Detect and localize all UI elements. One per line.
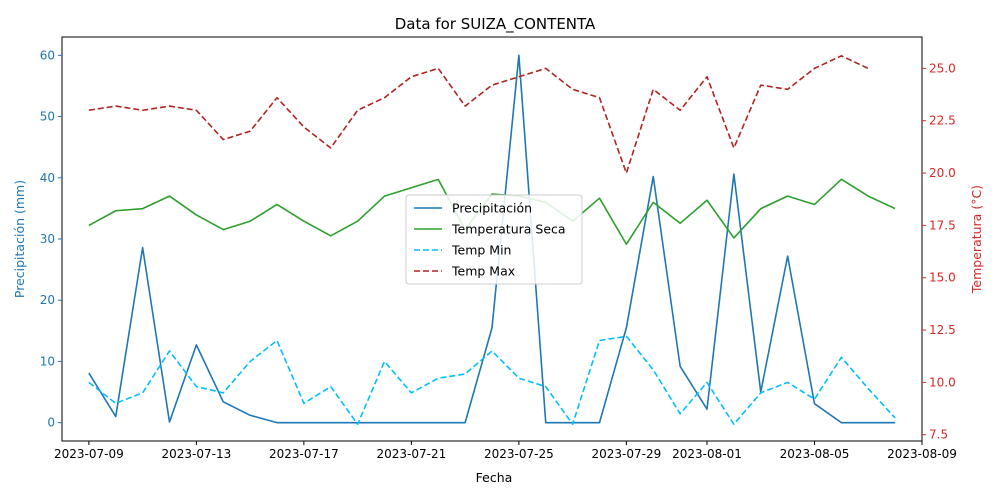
y-right-tick-label: 10.0 xyxy=(929,375,956,389)
y-axis-left-label: Precipitación (mm) xyxy=(12,180,27,298)
series-line-temp-max xyxy=(88,55,869,174)
chart-title: Data for SUIZA_CONTENTA xyxy=(395,15,596,34)
x-tick-label: 2023-07-29 xyxy=(592,447,662,461)
series-line-temp-min xyxy=(88,335,896,426)
y-axis-left: 0 10 20 30 40 50 60 xyxy=(40,48,62,430)
y-right-tick-label: 22.5 xyxy=(929,114,956,128)
y-right-tick-label: 25.0 xyxy=(929,61,956,75)
x-tick-label: 2023-07-17 xyxy=(269,447,339,461)
y-left-tick-label: 60 xyxy=(40,48,55,62)
x-axis-label: Fecha xyxy=(476,470,513,485)
x-axis: 2023-07-09 2023-07-13 2023-07-17 2023-07-21… xyxy=(54,441,957,461)
y-right-tick-label: 20.0 xyxy=(929,166,956,180)
y-left-tick-label: 20 xyxy=(40,293,55,307)
series-line-temperatura-seca xyxy=(88,178,896,246)
y-axis-right-label: Temperatura (°C) xyxy=(969,185,984,294)
y-right-tick-label: 7.5 xyxy=(929,428,948,442)
y-axis-right: 7.5 10.0 12.5 15.0 17.5 20.0 22.5 25.0 xyxy=(922,61,956,442)
x-tick-label: 2023-08-01 xyxy=(672,447,742,461)
y-right-tick-label: 15.0 xyxy=(929,271,956,285)
x-tick-label: 2023-08-05 xyxy=(780,447,850,461)
legend-label: Precipitación xyxy=(452,201,532,216)
y-left-tick-label: 40 xyxy=(40,171,55,185)
legend-label: Temperatura Seca xyxy=(451,222,566,237)
legend: Precipitación Temperatura Seca Temp Min Tem… xyxy=(405,194,583,285)
legend-label: Temp Max xyxy=(451,264,515,279)
y-right-tick-label: 12.5 xyxy=(929,323,956,337)
y-left-tick-label: 10 xyxy=(40,354,55,368)
x-tick-label: 2023-07-13 xyxy=(162,447,232,461)
x-tick-label: 2023-07-25 xyxy=(484,447,554,461)
x-tick-label: 2023-08-09 xyxy=(887,447,957,461)
y-left-tick-label: 50 xyxy=(40,110,55,124)
legend-label: Temp Min xyxy=(451,243,511,258)
y-left-tick-label: 0 xyxy=(47,416,55,430)
legend-box xyxy=(405,194,583,285)
x-tick-label: 2023-07-21 xyxy=(377,447,447,461)
y-right-tick-label: 17.5 xyxy=(929,218,956,232)
series-layer xyxy=(88,54,896,426)
y-left-tick-label: 30 xyxy=(40,232,55,246)
x-tick-label: 2023-07-09 xyxy=(54,447,124,461)
